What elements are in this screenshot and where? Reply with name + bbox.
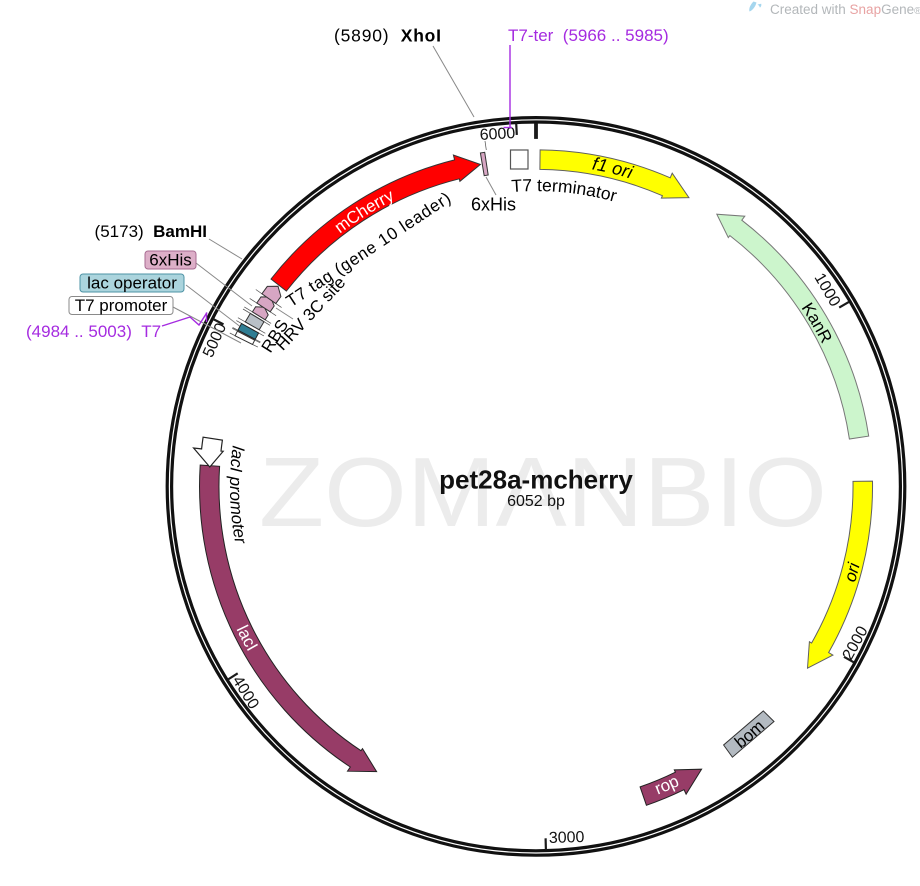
svg-text:ZOMANBIO: ZOMANBIO [259, 437, 827, 547]
svg-text:(5890) XhoI: (5890) XhoI [334, 26, 442, 46]
svg-text:ori: ori [840, 560, 864, 584]
svg-text:6xHis: 6xHis [471, 195, 516, 215]
svg-text:(4984 .. 5003) T7: (4984 .. 5003) T7 [26, 322, 161, 341]
svg-text:6052 bp: 6052 bp [507, 493, 565, 510]
svg-text:(5173) BamHI: (5173) BamHI [95, 222, 207, 241]
svg-text:T7 promoter: T7 promoter [75, 296, 168, 315]
svg-text:3000: 3000 [549, 829, 585, 847]
svg-text:6xHis: 6xHis [149, 251, 192, 270]
svg-text:T7-ter (5966 .. 5985): T7-ter (5966 .. 5985) [508, 26, 669, 45]
svg-text:lac operator: lac operator [87, 274, 177, 293]
svg-text:6000: 6000 [479, 125, 516, 144]
svg-text:Created with SnapGene®: Created with SnapGene® [770, 2, 920, 17]
svg-text:pet28a-mcherry: pet28a-mcherry [439, 465, 633, 495]
